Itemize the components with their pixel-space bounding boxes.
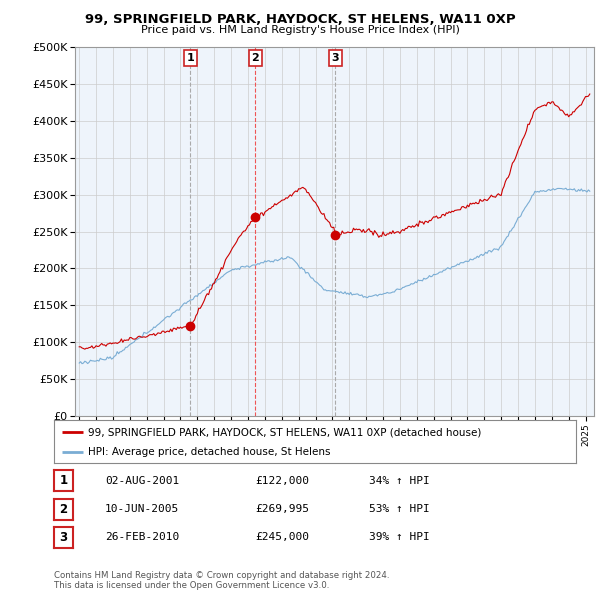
Text: 1: 1 [59, 474, 68, 487]
Text: 26-FEB-2010: 26-FEB-2010 [105, 533, 179, 542]
Text: 02-AUG-2001: 02-AUG-2001 [105, 476, 179, 486]
Text: 39% ↑ HPI: 39% ↑ HPI [369, 533, 430, 542]
Text: 34% ↑ HPI: 34% ↑ HPI [369, 476, 430, 486]
Text: 2: 2 [251, 53, 259, 63]
Text: 2: 2 [59, 503, 68, 516]
Text: 1: 1 [187, 53, 194, 63]
Text: £245,000: £245,000 [255, 533, 309, 542]
Text: Price paid vs. HM Land Registry's House Price Index (HPI): Price paid vs. HM Land Registry's House … [140, 25, 460, 35]
Text: 99, SPRINGFIELD PARK, HAYDOCK, ST HELENS, WA11 0XP (detached house): 99, SPRINGFIELD PARK, HAYDOCK, ST HELENS… [88, 427, 481, 437]
Text: 10-JUN-2005: 10-JUN-2005 [105, 504, 179, 514]
Text: 53% ↑ HPI: 53% ↑ HPI [369, 504, 430, 514]
Text: £269,995: £269,995 [255, 504, 309, 514]
Text: Contains HM Land Registry data © Crown copyright and database right 2024.
This d: Contains HM Land Registry data © Crown c… [54, 571, 389, 590]
Text: 3: 3 [59, 531, 68, 544]
Text: 99, SPRINGFIELD PARK, HAYDOCK, ST HELENS, WA11 0XP: 99, SPRINGFIELD PARK, HAYDOCK, ST HELENS… [85, 13, 515, 26]
Text: £122,000: £122,000 [255, 476, 309, 486]
Text: 3: 3 [331, 53, 339, 63]
Text: HPI: Average price, detached house, St Helens: HPI: Average price, detached house, St H… [88, 447, 331, 457]
